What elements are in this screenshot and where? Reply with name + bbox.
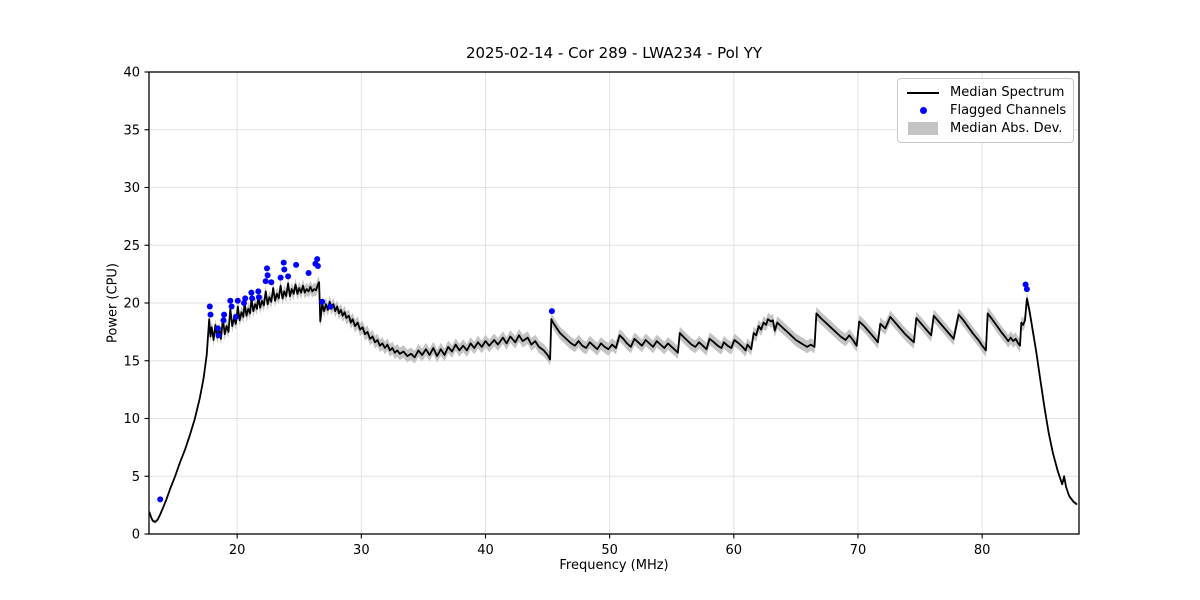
flagged-channel-point [285,273,292,280]
legend-label-median-spectrum: Median Spectrum [950,85,1065,101]
legend: Median Spectrum Flagged Channels Median … [897,78,1074,143]
flagged-channel-point [280,259,287,266]
flagged-channel-point [221,311,228,318]
legend-dot-sample-wrap [905,107,941,114]
flagged-channel-point [293,261,300,268]
legend-item-median-abs-dev: Median Abs. Dev. [905,119,1064,137]
flagged-channel-point [206,303,213,310]
flagged-channel-point [227,297,234,304]
flagged-channel-point [220,317,227,324]
y-tick-label: 0 [132,528,140,543]
flagged-channel-point [1023,286,1030,293]
flagged-channel-point [305,270,312,276]
x-tick-label: 40 [477,543,494,558]
gridlines [149,71,1079,535]
y-tick-label: 25 [123,239,140,254]
legend-patch-sample-wrap [905,121,941,135]
x-tick-label: 60 [726,543,743,558]
flagged-channel-point [314,256,321,263]
y-tick-label: 20 [123,297,140,312]
flagged-channel-point [327,303,334,310]
mad-band [149,275,1077,524]
flagged-channel-point [232,313,239,320]
y-tick-label: 5 [132,470,140,485]
axis-ticks [144,71,983,539]
flagged-channel-point [314,263,321,269]
flagged-channel-point [548,308,555,315]
x-axis-label: Frequency (MHz) [559,558,669,573]
legend-item-flagged-channels: Flagged Channels [905,102,1067,120]
flagged-channel-point [228,303,235,310]
chart-title: 2025-02-14 - Cor 289 - LWA234 - Pol YY [465,44,763,62]
y-tick-label: 15 [123,354,140,369]
y-tick-label: 35 [123,123,140,138]
flagged-channel-point [215,332,222,339]
flagged-channel-point [157,496,164,503]
y-tick-label: 40 [123,66,140,81]
median-spectrum-line-icon [907,91,939,94]
x-tick-label: 70 [850,543,867,558]
flagged-channel-dot-icon [919,107,927,114]
y-tick-label: 30 [123,181,140,196]
flagged-channel-point [214,325,221,332]
flagged-channel-point [207,311,214,318]
median-spectrum-line [148,281,1078,523]
flagged-channel-point [268,279,275,286]
x-tick-label: 20 [229,543,246,558]
flagged-channels-points [157,256,1030,503]
flagged-channel-point [281,266,288,273]
axis-tick-labels: 20 30 40 50 60 70 80 0 5 10 15 20 25 30 35 40 [123,66,990,559]
legend-label-flagged-channels: Flagged Channels [950,103,1067,118]
flagged-channel-point [319,298,326,305]
flagged-channel-point [277,274,284,281]
flagged-channel-point [264,265,270,272]
x-tick-label: 80 [974,543,991,558]
flagged-channel-point [262,278,269,285]
flagged-channel-point [255,294,262,301]
flagged-channel-point [242,295,249,302]
legend-line-sample-wrap [905,91,941,94]
flagged-channel-point [264,272,271,279]
flagged-channel-point [255,288,262,295]
flagged-channel-point [241,300,247,306]
y-tick-label: 10 [123,412,140,427]
flagged-channel-point [248,289,255,296]
flagged-channel-point [234,297,241,304]
y-axis-label: Power (CPU) [105,262,121,344]
flagged-channel-point [249,295,256,302]
x-tick-label: 50 [601,543,618,558]
legend-label-median-abs-dev: Median Abs. Dev. [950,120,1063,136]
legend-item-median-spectrum: Median Spectrum [905,84,1064,102]
mad-band-patch-icon [908,121,938,135]
flagged-channel-point [1022,281,1029,288]
x-tick-label: 30 [353,543,370,558]
